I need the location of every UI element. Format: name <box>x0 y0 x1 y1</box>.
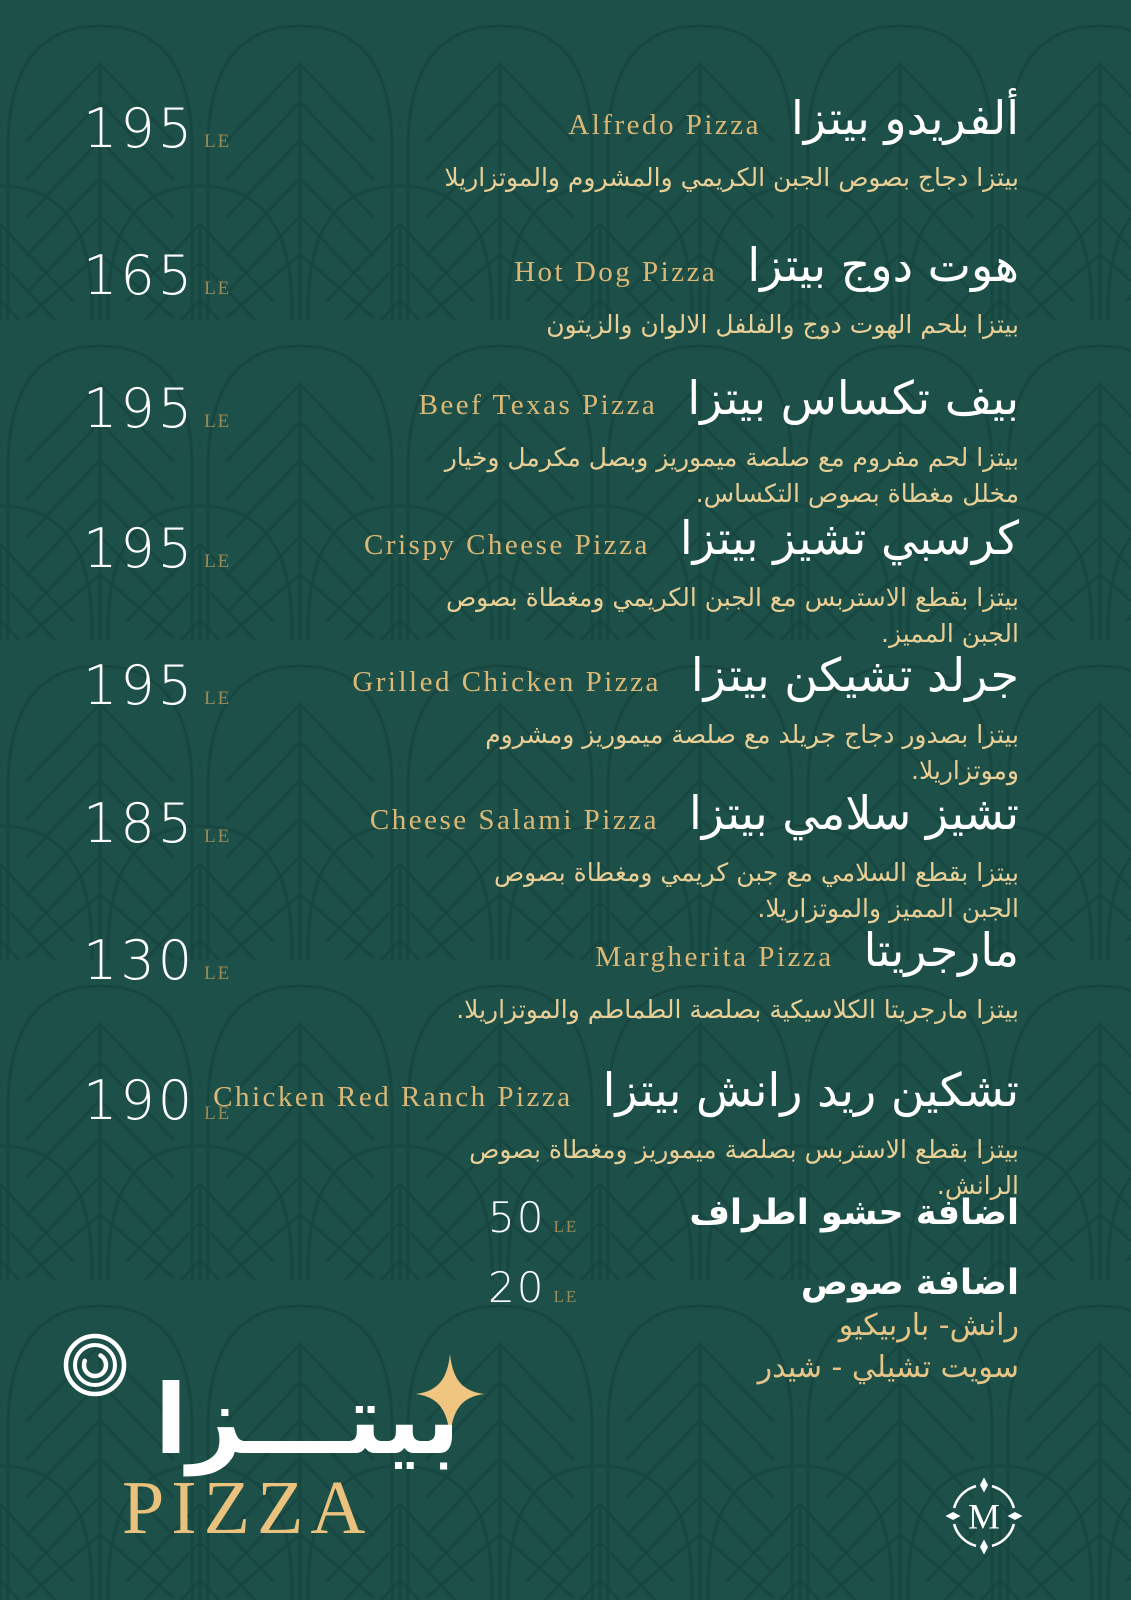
item-price: 195 LE <box>83 522 231 576</box>
item-price: 195 LE <box>83 102 231 156</box>
brand-name-english: PIZZA <box>122 1466 373 1550</box>
item-description: بيتزا مارجريتا الكلاسيكية بصلصة الطماطم … <box>456 994 1019 1024</box>
extra-sauce: اضافة صوص 20 LE <box>0 1262 1131 1309</box>
price-currency: LE <box>204 826 232 847</box>
price-value: 165 <box>83 244 196 307</box>
item-title-row: جرلد تشيكن بيتزا Grilled Chicken Pizza <box>0 647 1019 705</box>
menu-item-grilled-chicken: 195 LE جرلد تشيكن بيتزا Grilled Chicken … <box>0 647 1131 789</box>
brand-name-arabic: بيتـــزا <box>154 1364 460 1476</box>
item-title-row: هوت دوج بيتزا Hot Dog Pizza <box>0 237 1019 295</box>
price-value: 195 <box>83 377 196 440</box>
price-currency: LE <box>553 1217 579 1236</box>
menu-item-cheese-salami: 185 LE تشيز سلامي بيتزا Cheese Salami Pi… <box>0 785 1131 927</box>
sauce-options-line-2: سويت تشيلي - شيدر <box>757 1350 1019 1385</box>
item-name-arabic: تشكين ريد رانش بيتزا <box>602 1063 1019 1117</box>
item-price: 190 LE <box>83 1074 231 1128</box>
item-name-arabic: كرسبي تشيز بيتزا <box>679 511 1019 565</box>
price-value: 190 <box>83 1069 196 1132</box>
price-value: 50 <box>488 1193 546 1242</box>
extra-stuffed-crust: اضافة حشو اطراف 50 LE <box>0 1192 1131 1239</box>
price-currency: LE <box>553 1287 579 1306</box>
sparkle-icon <box>415 1354 485 1437</box>
item-name-arabic: بيف تكساس بيتزا <box>687 371 1019 425</box>
item-title-row: بيف تكساس بيتزا Beef Texas Pizza <box>0 370 1019 428</box>
extra-price: 20 LE <box>488 1267 578 1309</box>
menu-item-chicken-red-ranch: 190 LE تشكين ريد رانش بيتزا Chicken Red … <box>0 1062 1131 1204</box>
item-name-english: Margherita Pizza <box>595 941 834 973</box>
price-currency: LE <box>204 278 232 299</box>
item-name-arabic: جرلد تشيكن بيتزا <box>690 648 1019 702</box>
price-value: 195 <box>83 517 196 580</box>
menu-item-crispy-cheese: 195 LE كرسبي تشيز بيتزا Crispy Cheese Pi… <box>0 510 1131 652</box>
price-value: 185 <box>83 792 196 855</box>
price-currency: LE <box>204 411 232 432</box>
item-name-arabic: هوت دوج بيتزا <box>747 238 1019 292</box>
item-title-row: تشيز سلامي بيتزا Cheese Salami Pizza <box>0 785 1019 843</box>
item-name-arabic: مارجريتا <box>863 923 1019 977</box>
menu-item-hot-dog: 165 LE هوت دوج بيتزا Hot Dog Pizza بيتزا… <box>0 237 1131 343</box>
item-name-english: Beef Texas Pizza <box>418 389 658 421</box>
price-currency: LE <box>204 131 232 152</box>
item-title-row: مارجريتا Margherita Pizza <box>0 922 1019 980</box>
price-currency: LE <box>204 551 232 572</box>
monogram-letter: M <box>968 1497 1000 1537</box>
item-description: بيتزا بقطع السلامي مع جبن كريمي ومغطاة ب… <box>493 857 1019 923</box>
extra-price: 50 LE <box>488 1197 578 1239</box>
menu-item-margherita: 130 LE مارجريتا Margherita Pizza بيتزا م… <box>0 922 1131 1028</box>
item-description: بيتزا بقطع الاستربس مع الجبن الكريمي ومغ… <box>445 582 1019 648</box>
item-title-row: ألفريدو بيتزا Alfredo Pizza <box>0 90 1019 148</box>
item-name-english: Alfredo Pizza <box>568 109 762 141</box>
item-price: 195 LE <box>83 659 231 713</box>
item-description: بيتزا لحم مفروم مع صلصة ميموريز وبصل مكر… <box>444 442 1019 508</box>
item-title-row: تشكين ريد رانش بيتزا Chicken Red Ranch P… <box>0 1062 1019 1120</box>
price-value: 20 <box>488 1263 546 1312</box>
menu-item-beef-texas: 195 LE بيف تكساس بيتزا Beef Texas Pizza … <box>0 370 1131 512</box>
menu-item-alfredo: 195 LE ألفريدو بيتزا Alfredo Pizza بيتزا… <box>0 90 1131 196</box>
price-value: 195 <box>83 97 196 160</box>
brand-logo-block: بيتـــزا PIZZA <box>60 1322 490 1592</box>
sauce-options-line-1: رانش- باربيكيو <box>838 1308 1019 1343</box>
item-price: 185 LE <box>83 797 231 851</box>
price-currency: LE <box>204 1103 232 1124</box>
item-price: 195 LE <box>83 382 231 436</box>
item-name-english: Crispy Cheese Pizza <box>363 529 650 561</box>
item-name-arabic: تشيز سلامي بيتزا <box>688 786 1019 840</box>
price-currency: LE <box>204 688 232 709</box>
price-currency: LE <box>204 963 232 984</box>
lens-icon <box>63 1333 127 1397</box>
item-name-arabic: ألفريدو بيتزا <box>791 91 1019 145</box>
item-description: بيتزا دجاج بصوص الجبن الكريمي والمشروم و… <box>444 162 1019 192</box>
item-name-english: Hot Dog Pizza <box>514 256 718 288</box>
item-price: 130 LE <box>83 934 231 988</box>
price-value: 130 <box>83 929 196 992</box>
item-name-english: Grilled Chicken Pizza <box>352 666 661 698</box>
item-description: بيتزا بقطع الاستربس بصلصة ميموريز ومغطاة… <box>469 1134 1019 1200</box>
extra-label: اضافة حشو اطراف <box>689 1193 1019 1233</box>
item-description: بيتزا بلحم الهوت دوج والفلفل الالوان وال… <box>546 309 1019 339</box>
item-price: 165 LE <box>83 249 231 303</box>
item-name-english: Cheese Salami Pizza <box>369 804 659 836</box>
price-value: 195 <box>83 654 196 717</box>
item-title-row: كرسبي تشيز بيتزا Crispy Cheese Pizza <box>0 510 1019 568</box>
monogram-m-icon: M <box>945 1477 1023 1555</box>
item-name-english: Chicken Red Ranch Pizza <box>213 1081 573 1113</box>
item-description: بيتزا بصدور دجاج جريلد مع صلصة ميموريز و… <box>485 719 1019 785</box>
extra-label: اضافة صوص <box>800 1263 1019 1303</box>
